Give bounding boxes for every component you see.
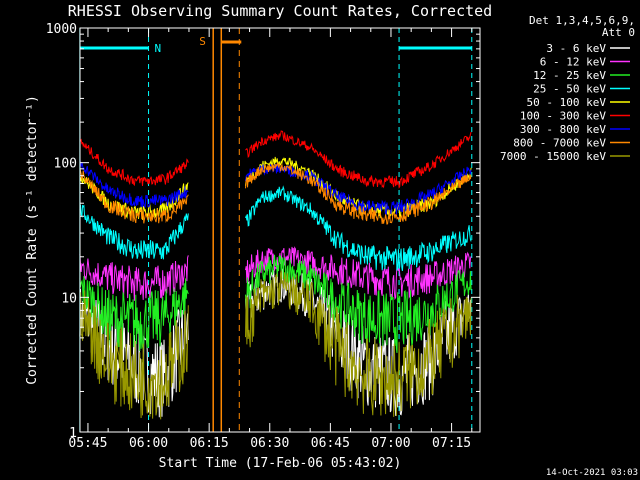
x-tick-label: 06:30 (250, 436, 289, 451)
series-line-5 (79, 138, 189, 187)
plot-frame (79, 27, 481, 433)
saa-label: S (199, 35, 206, 48)
series-line-0 (245, 268, 472, 416)
series-line-1 (245, 246, 472, 301)
x-tick-label: 06:45 (311, 436, 350, 451)
x-tick-label: 07:15 (432, 436, 471, 451)
footer-timestamp: 14-Oct-2021 03:03 (546, 468, 638, 478)
y-tick-label: 1 (69, 426, 77, 441)
x-tick-label: 06:00 (129, 436, 168, 451)
y-tick-label: 10 (61, 291, 77, 306)
series-line-8 (79, 290, 189, 420)
series-line-2 (245, 254, 472, 353)
legend-entry-2: 12 - 25 keV (533, 69, 606, 82)
legend-entry-0: 3 - 6 keV (546, 42, 606, 55)
legend-title: Att 0 (602, 26, 635, 39)
y-tick-label: 100 (54, 157, 77, 172)
series-line-6 (79, 159, 189, 208)
series-line-2 (79, 276, 189, 352)
legend-entry-3: 25 - 50 keV (533, 83, 606, 96)
series-line-5 (245, 130, 472, 189)
series-line-6 (245, 163, 472, 216)
x-tick-label: 07:00 (371, 436, 410, 451)
x-tick-label: 06:15 (190, 436, 229, 451)
legend-entry-4: 50 - 100 keV (527, 96, 607, 109)
axes: 1 10 100 1000 05:45 06:00 06:15 06:30 06:45 07:00… (46, 22, 481, 451)
y-axis-label: Corrected Count Rate (s⁻¹ detector⁻¹) (25, 95, 40, 385)
series-line-1 (79, 253, 189, 301)
chart-title: RHESSI Observing Summary Count Rates, Co… (68, 2, 492, 20)
legend-title: Det 1,3,4,5,6,9, (529, 14, 635, 27)
series-line-3 (79, 204, 189, 260)
series-line-8 (245, 270, 472, 417)
legend-entry-6: 300 - 800 keV (520, 123, 606, 136)
series-line-7 (245, 161, 472, 225)
series-line-7 (79, 168, 189, 224)
legend-entry-1: 6 - 12 keV (540, 56, 607, 69)
series-line-3 (245, 185, 472, 271)
legend-entry-7: 800 - 7000 keV (513, 137, 606, 150)
series-line-4 (79, 175, 189, 220)
legend-entry-8: 7000 - 15000 keV (500, 150, 606, 163)
x-tick-label: 05:45 (68, 436, 107, 451)
y-tick-label: 1000 (46, 22, 77, 37)
night-label: N (155, 42, 162, 55)
x-axis-label: Start Time (17-Feb-06 05:43:02) (159, 456, 402, 471)
legend-entry-5: 100 - 300 keV (520, 110, 606, 123)
